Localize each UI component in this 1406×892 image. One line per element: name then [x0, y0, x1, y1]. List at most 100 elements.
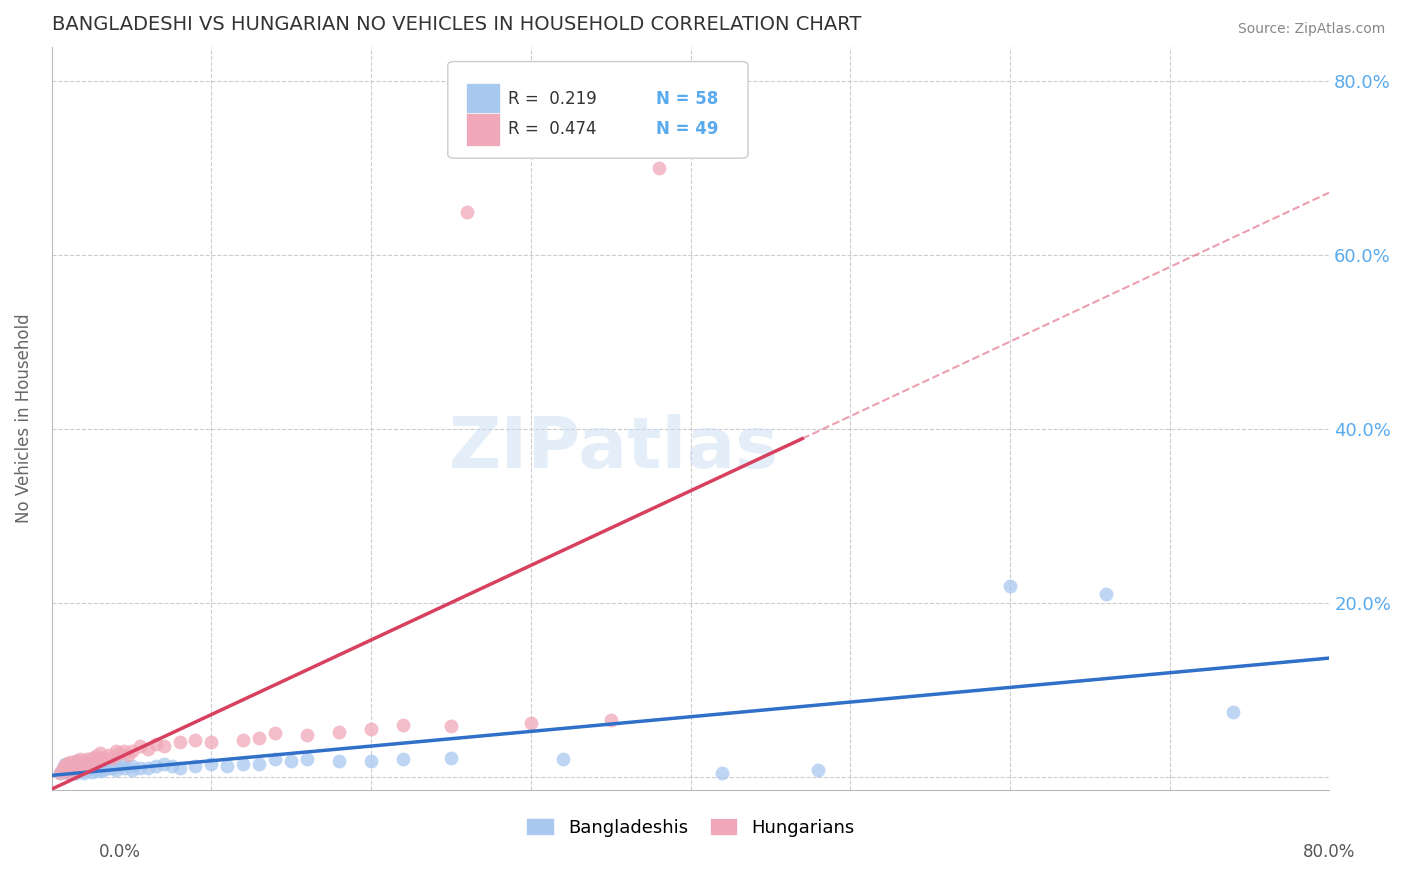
- Point: [145, 737, 167, 751]
- Text: 80.0%: 80.0%: [1302, 843, 1355, 861]
- Text: R =  0.474: R = 0.474: [508, 120, 596, 138]
- Point: [121, 763, 143, 777]
- Point: [69, 763, 91, 777]
- Text: BANGLADESHI VS HUNGARIAN NO VEHICLES IN HOUSEHOLD CORRELATION CHART: BANGLADESHI VS HUNGARIAN NO VEHICLES IN …: [52, 15, 860, 34]
- Point: [91, 750, 114, 764]
- Point: [551, 752, 574, 766]
- Point: [56, 756, 79, 770]
- FancyBboxPatch shape: [447, 62, 748, 158]
- Point: [200, 735, 222, 749]
- Point: [328, 754, 350, 768]
- Point: [360, 722, 382, 736]
- Point: [65, 759, 87, 773]
- Point: [97, 748, 120, 763]
- Point: [232, 756, 254, 771]
- Point: [264, 752, 287, 766]
- Point: [998, 579, 1021, 593]
- Point: [297, 752, 319, 766]
- Point: [48, 765, 70, 780]
- Point: [152, 756, 174, 771]
- Point: [73, 761, 96, 775]
- Point: [145, 759, 167, 773]
- Point: [360, 754, 382, 768]
- Point: [52, 761, 75, 775]
- Point: [169, 735, 191, 749]
- Point: [121, 759, 143, 773]
- Y-axis label: No Vehicles in Household: No Vehicles in Household: [15, 313, 32, 523]
- Text: Source: ZipAtlas.com: Source: ZipAtlas.com: [1237, 22, 1385, 37]
- Point: [86, 749, 108, 764]
- Point: [520, 716, 543, 731]
- Point: [69, 759, 91, 773]
- Point: [108, 746, 131, 760]
- Point: [160, 759, 183, 773]
- Point: [59, 763, 82, 777]
- Point: [152, 739, 174, 754]
- Point: [56, 765, 79, 780]
- Point: [65, 754, 87, 768]
- Point: [217, 759, 239, 773]
- FancyBboxPatch shape: [465, 83, 501, 115]
- Point: [169, 761, 191, 775]
- Point: [53, 756, 76, 771]
- Point: [104, 763, 127, 777]
- Point: [80, 756, 103, 771]
- Point: [328, 724, 350, 739]
- Legend: Bangladeshis, Hungarians: Bangladeshis, Hungarians: [526, 818, 855, 837]
- Point: [647, 161, 669, 176]
- Point: [80, 764, 103, 779]
- Text: ZIPatlas: ZIPatlas: [449, 414, 779, 483]
- Point: [76, 763, 98, 777]
- Point: [184, 733, 207, 747]
- Point: [112, 761, 135, 775]
- Point: [136, 761, 159, 775]
- Point: [53, 757, 76, 772]
- Point: [97, 761, 120, 775]
- Point: [80, 759, 103, 773]
- Point: [184, 759, 207, 773]
- Point: [86, 754, 108, 768]
- Point: [89, 752, 111, 766]
- Point: [80, 750, 103, 764]
- Point: [711, 765, 734, 780]
- Point: [264, 726, 287, 740]
- Point: [56, 756, 79, 771]
- Point: [112, 744, 135, 758]
- Point: [69, 757, 91, 772]
- Point: [101, 761, 124, 775]
- Point: [97, 756, 120, 771]
- Point: [440, 719, 463, 733]
- Point: [247, 731, 270, 745]
- Point: [76, 759, 98, 773]
- Point: [73, 754, 96, 768]
- Point: [89, 746, 111, 760]
- Point: [76, 752, 98, 766]
- Point: [59, 765, 82, 780]
- Text: N = 58: N = 58: [657, 90, 718, 108]
- Point: [91, 763, 114, 777]
- Point: [456, 204, 478, 219]
- Point: [200, 756, 222, 771]
- Point: [52, 761, 75, 775]
- Point: [136, 742, 159, 756]
- Point: [56, 765, 79, 780]
- Point: [73, 765, 96, 780]
- Point: [65, 761, 87, 775]
- Point: [73, 756, 96, 771]
- Point: [104, 748, 127, 763]
- Point: [392, 717, 415, 731]
- Point: [247, 756, 270, 771]
- Point: [128, 761, 150, 775]
- Point: [128, 739, 150, 754]
- Point: [48, 765, 70, 780]
- Point: [280, 754, 302, 768]
- Point: [89, 759, 111, 773]
- Point: [65, 765, 87, 780]
- Point: [101, 750, 124, 764]
- Point: [112, 756, 135, 771]
- Point: [89, 764, 111, 778]
- Text: 0.0%: 0.0%: [98, 843, 141, 861]
- FancyBboxPatch shape: [465, 113, 501, 145]
- Point: [599, 714, 621, 728]
- Point: [807, 763, 830, 777]
